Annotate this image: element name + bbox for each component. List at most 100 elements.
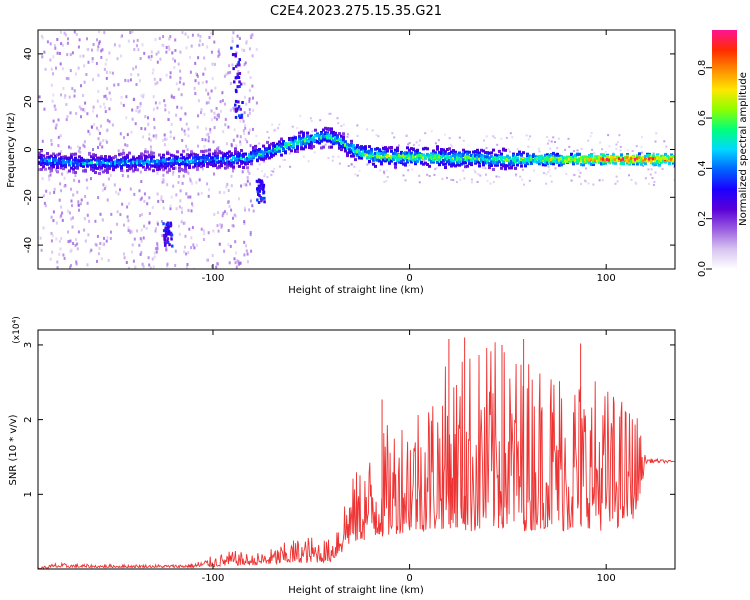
spectrogram-ridge-cell	[74, 166, 77, 170]
spectrogram-noise-cell	[207, 194, 210, 198]
spectrogram-noise-cell	[139, 170, 142, 174]
spectrogram-noise-cell	[101, 218, 104, 222]
spectrogram-noise-cell	[199, 39, 202, 43]
spectrogram-noise-cell	[184, 32, 187, 36]
spectrogram-noise-cell	[163, 99, 166, 103]
spectrogram-noise-cell	[49, 257, 52, 261]
spectrogram-noise-cell	[634, 181, 637, 184]
spectrogram-noise-cell	[184, 112, 187, 116]
spectrogram-noise-cell	[156, 247, 159, 251]
spectrogram-ridge-cell	[212, 156, 215, 160]
spectrogram-ridge-cell	[142, 162, 145, 165]
spectrogram-ridge-cell	[266, 140, 269, 144]
spectrogram-ridge-cell	[392, 155, 395, 158]
spectrogram-ridge-cell	[488, 151, 491, 155]
spectrogram-ridge-cell	[180, 159, 183, 163]
spectrogram-ridge-cell	[104, 169, 107, 173]
spectrogram-noise-cell	[246, 179, 249, 183]
spectrogram-noise-cell	[69, 53, 72, 57]
spectrogram-ridge-cell	[126, 160, 129, 163]
spectrogram-ridge-cell	[250, 157, 253, 160]
spectrogram-noise-cell	[97, 146, 99, 149]
spectrogram-ridge-cell	[600, 157, 603, 161]
spectrogram-ridge-cell	[100, 155, 103, 159]
spectrogram-noise-cell	[375, 134, 378, 137]
spectrogram-ridge-cell	[90, 162, 93, 166]
spectrogram-noise-cell	[201, 138, 204, 141]
spectrogram-ridge-cell	[574, 156, 577, 160]
spectrogram-ridge-cell	[146, 155, 149, 159]
spectrogram-ridge-cell	[62, 163, 65, 167]
spectrogram-feature-cell	[166, 222, 170, 226]
spectrogram-noise-cell	[598, 179, 601, 182]
spectrogram-ridge-cell	[668, 157, 671, 160]
spectrogram-ridge-cell	[192, 165, 195, 169]
spectrogram-noise-cell	[296, 127, 299, 130]
spectrogram-noise-cell	[434, 168, 437, 171]
spectrogram-noise-cell	[247, 70, 250, 74]
spectrogram-ridge-cell	[76, 161, 79, 164]
spectrogram-noise-cell	[516, 148, 519, 150]
spectrogram-noise-cell	[136, 229, 139, 233]
spectrogram-ridge-cell	[540, 159, 543, 163]
spectrogram-noise-cell	[635, 183, 638, 185]
spectrogram-ridge-cell	[176, 160, 179, 163]
spectrogram-ridge-cell	[322, 134, 325, 138]
spectrogram-noise-cell	[236, 134, 239, 138]
spectrogram-noise-cell	[527, 138, 530, 141]
spectrogram-noise-cell	[181, 210, 183, 214]
spectrogram-noise-cell	[162, 44, 165, 48]
spectrogram-noise-cell	[152, 107, 155, 111]
spectrogram-noise-cell	[98, 40, 101, 44]
spectrogram-noise-cell	[119, 188, 121, 192]
spectrogram-ridge-cell	[404, 162, 407, 166]
spectrogram-ridge-cell	[438, 155, 441, 159]
spectrogram-ridge-cell	[504, 156, 507, 160]
spectrogram-ridge-cell	[458, 160, 461, 164]
spectrogram-ridge-cell	[206, 156, 209, 159]
spectrogram-ridge-cell	[296, 141, 299, 145]
spectrogram-noise-cell	[479, 174, 482, 177]
spectrogram-noise-cell	[137, 110, 140, 114]
spectrogram-noise-cell	[546, 142, 549, 145]
spectrogram-ridge-cell	[100, 161, 103, 165]
spectrogram-noise-cell	[70, 264, 72, 267]
spectrogram-noise-cell	[123, 136, 125, 140]
spectrogram-ridge-cell	[224, 166, 227, 170]
spectrogram-noise-cell	[156, 222, 159, 226]
spectrogram-ridge-cell	[66, 157, 69, 161]
spectrogram-noise-cell	[208, 96, 211, 100]
spectrogram-noise-cell	[70, 217, 73, 221]
spectrogram-noise-cell	[233, 108, 236, 112]
spectrogram-noise-cell	[200, 191, 203, 195]
spectrogram-noise-cell	[104, 110, 107, 113]
spectrogram-ridge-cell	[130, 162, 133, 166]
spectrogram-ridge-cell	[166, 162, 169, 166]
spectrogram-ridge-cell	[670, 157, 673, 161]
spectrogram-feature-cell	[234, 54, 237, 58]
spectrogram-ridge-cell	[342, 132, 345, 136]
spectrogram-ridge-cell	[350, 150, 353, 154]
spectrogram-ridge-cell	[298, 131, 301, 135]
spectrogram-noise-cell	[529, 135, 532, 138]
spectrogram-noise-cell	[663, 140, 666, 143]
spectrogram-noise-cell	[91, 57, 94, 61]
spectrogram-ridge-cell	[454, 152, 457, 156]
spectrogram-noise-cell	[58, 52, 61, 55]
spectrogram-ridge-cell	[230, 153, 233, 157]
spectrogram-ridge-cell	[400, 161, 403, 165]
spectrogram-ridge-cell	[88, 163, 91, 167]
spectrogram-ridge-cell	[432, 149, 435, 153]
spectrogram-noise-cell	[152, 265, 155, 269]
spectrogram-noise-cell	[190, 181, 193, 185]
spectrogram-noise-cell	[166, 262, 169, 266]
spectrogram-noise-cell	[145, 226, 148, 230]
spectrogram-ridge-cell	[42, 165, 45, 169]
spectrogram-noise-cell	[528, 179, 531, 182]
spectrogram-noise-cell	[182, 174, 185, 178]
spectrogram-noise-cell	[392, 162, 395, 165]
spectrogram-ridge-cell	[626, 161, 629, 165]
spectrogram-noise-cell	[407, 169, 410, 172]
spectrogram-noise-cell	[230, 174, 233, 178]
spectrogram-noise-cell	[473, 169, 476, 172]
